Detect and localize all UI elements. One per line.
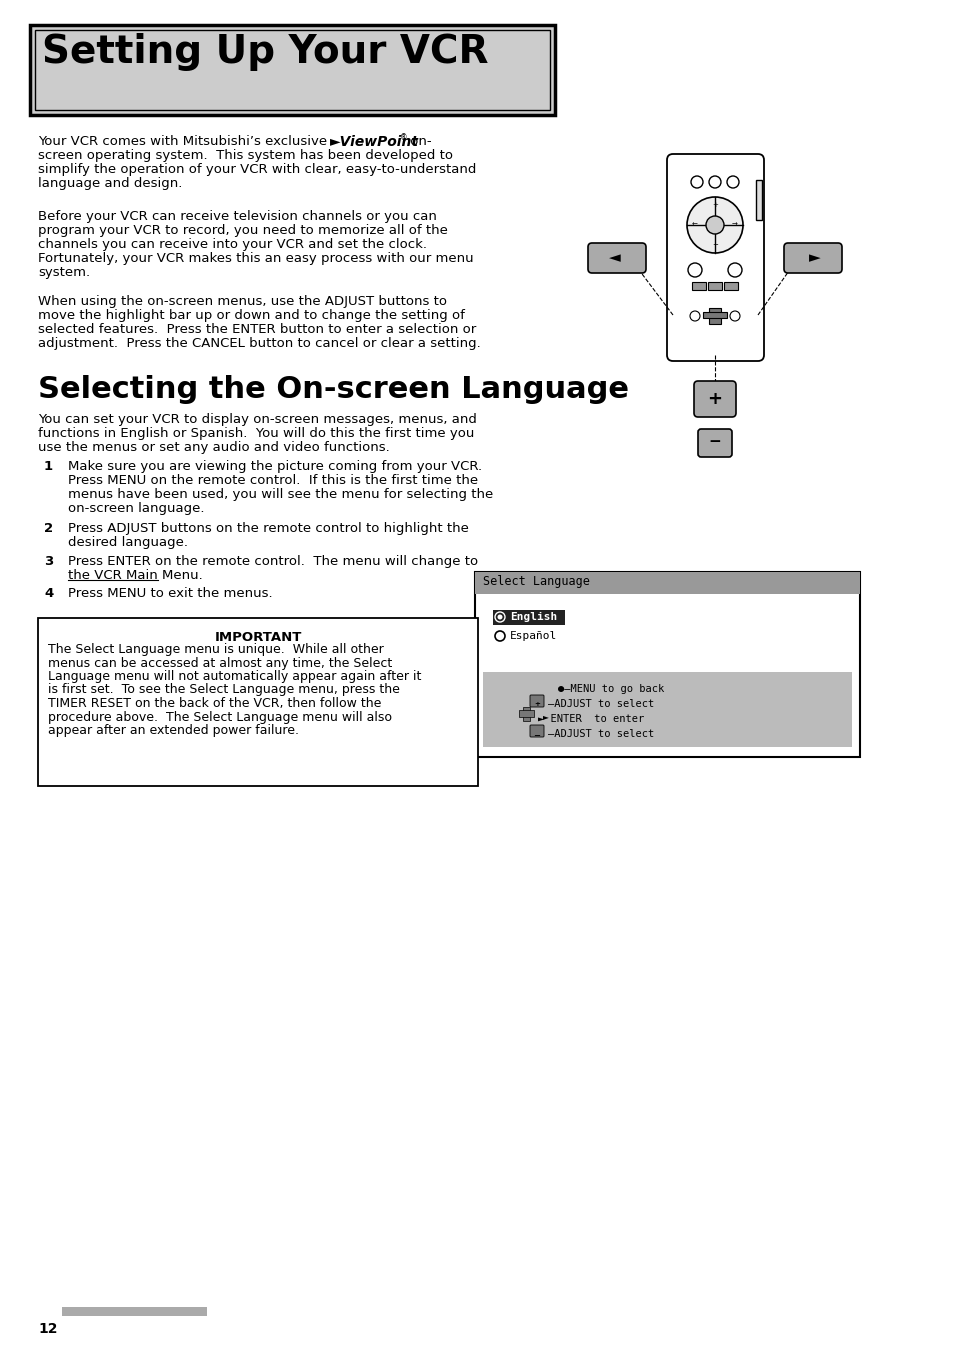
Text: on-screen language.: on-screen language. [68,502,204,515]
Text: system.: system. [38,266,90,279]
Text: 12: 12 [38,1322,57,1336]
Bar [702,312,726,318]
Text: 1: 1 [44,460,53,473]
Text: menus can be accessed at almost any time, the Select: menus can be accessed at almost any time… [48,657,392,669]
Text: ► ENTER  to enter: ► ENTER to enter [537,714,643,725]
Text: −: − [708,434,720,449]
Text: 3: 3 [44,556,53,568]
Bar [708,308,720,324]
Text: ◄: ◄ [608,250,620,265]
Bar [493,610,564,625]
Text: use the menus or set any audio and video functions.: use the menus or set any audio and video… [38,441,390,454]
Bar [482,672,851,748]
Text: ►: ► [542,713,548,721]
Circle shape [726,176,739,188]
Bar [35,30,550,110]
Text: Press MENU on the remote control.  If this is the first time the: Press MENU on the remote control. If thi… [68,475,477,487]
Text: —ADJUST to select: —ADJUST to select [547,699,654,708]
Text: Press ADJUST buttons on the remote control to highlight the: Press ADJUST buttons on the remote contr… [68,522,468,535]
Circle shape [686,197,742,253]
Text: selected features.  Press the ENTER button to enter a selection or: selected features. Press the ENTER butto… [38,323,476,337]
Text: simplify the operation of your VCR with clear, easy-to-understand: simplify the operation of your VCR with … [38,164,476,176]
FancyBboxPatch shape [530,725,543,737]
Text: Make sure you are viewing the picture coming from your VCR.: Make sure you are viewing the picture co… [68,460,481,473]
Text: English: English [510,612,557,622]
Text: functions in English or Spanish.  You will do this the first time you: functions in English or Spanish. You wil… [38,427,474,439]
Text: Select Language: Select Language [482,575,589,588]
Bar [518,710,534,717]
Text: Press ENTER on the remote control.  The menu will change to: Press ENTER on the remote control. The m… [68,556,477,568]
Circle shape [708,176,720,188]
Text: −: − [533,731,540,740]
Text: 2: 2 [44,522,53,535]
Text: ►: ► [808,250,820,265]
Bar [755,180,761,220]
FancyBboxPatch shape [698,429,731,457]
Text: language and design.: language and design. [38,177,182,191]
Text: Language menu will not automatically appear again after it: Language menu will not automatically app… [48,671,421,683]
Circle shape [705,216,723,234]
Text: Press MENU to exit the menus.: Press MENU to exit the menus. [68,587,273,600]
FancyBboxPatch shape [693,381,735,416]
Circle shape [727,264,741,277]
FancyBboxPatch shape [666,154,763,361]
Text: 4: 4 [44,587,53,600]
Text: move the highlight bar up or down and to change the setting of: move the highlight bar up or down and to… [38,310,464,322]
Text: Español: Español [510,631,557,641]
FancyBboxPatch shape [587,243,645,273]
Circle shape [689,311,700,320]
Bar [30,24,555,115]
Text: —ADJUST to select: —ADJUST to select [547,729,654,740]
Bar [707,283,721,289]
Bar [691,283,705,289]
Bar [522,707,530,721]
Text: Fortunately, your VCR makes this an easy process with our menu: Fortunately, your VCR makes this an easy… [38,251,473,265]
Text: +: + [534,700,539,707]
Text: program your VCR to record, you need to memorize all of the: program your VCR to record, you need to … [38,224,447,237]
Bar [38,618,477,786]
Text: →: → [731,222,738,228]
Text: TIMER RESET on the back of the VCR, then follow the: TIMER RESET on the back of the VCR, then… [48,698,381,710]
Text: the VCR Main Menu.: the VCR Main Menu. [68,569,203,581]
Text: ®: ® [399,132,407,142]
Bar [62,1307,207,1315]
Text: ►ViewPoint: ►ViewPoint [330,135,418,149]
Text: on-: on- [406,135,431,147]
Text: Your VCR comes with Mitsubishi’s exclusive: Your VCR comes with Mitsubishi’s exclusi… [38,135,327,147]
Text: When using the on-screen menus, use the ADJUST buttons to: When using the on-screen menus, use the … [38,295,447,308]
FancyBboxPatch shape [783,243,841,273]
Text: ←: ← [691,222,698,228]
Circle shape [495,612,504,622]
Text: Selecting the On-screen Language: Selecting the On-screen Language [38,375,628,404]
Text: +: + [711,201,718,208]
Text: procedure above.  The Select Language menu will also: procedure above. The Select Language men… [48,711,392,723]
Text: The Select Language menu is unique.  While all other: The Select Language menu is unique. Whil… [48,644,383,656]
Circle shape [495,631,504,641]
Circle shape [729,311,740,320]
Text: appear after an extended power failure.: appear after an extended power failure. [48,725,298,737]
Bar [475,572,859,757]
Circle shape [687,264,701,277]
Circle shape [497,615,502,619]
Text: +: + [707,389,721,408]
Text: menus have been used, you will see the menu for selecting the: menus have been used, you will see the m… [68,488,493,502]
Text: IMPORTANT: IMPORTANT [214,631,301,644]
Text: Before your VCR can receive television channels or you can: Before your VCR can receive television c… [38,210,436,223]
Text: screen operating system.  This system has been developed to: screen operating system. This system has… [38,149,453,162]
Text: ●—MENU to go back: ●—MENU to go back [558,684,663,694]
Bar [475,572,859,594]
FancyBboxPatch shape [530,695,543,707]
Text: You can set your VCR to display on-screen messages, menus, and: You can set your VCR to display on-scree… [38,412,476,426]
Text: −: − [711,242,718,247]
Text: adjustment.  Press the CANCEL button to cancel or clear a setting.: adjustment. Press the CANCEL button to c… [38,337,480,350]
Bar [723,283,738,289]
Text: is first set.  To see the Select Language menu, press the: is first set. To see the Select Language… [48,684,399,696]
Text: desired language.: desired language. [68,535,188,549]
Circle shape [690,176,702,188]
Text: channels you can receive into your VCR and set the clock.: channels you can receive into your VCR a… [38,238,427,251]
Text: Setting Up Your VCR: Setting Up Your VCR [42,32,488,72]
